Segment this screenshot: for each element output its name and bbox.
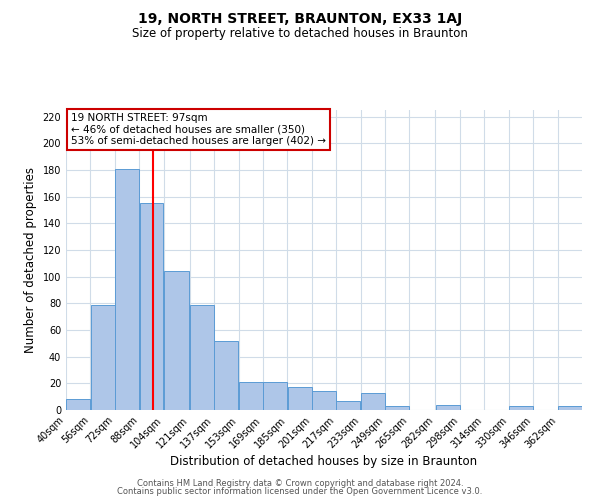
Bar: [190, 304, 214, 410]
Bar: [337, 400, 361, 410]
Text: Contains HM Land Registry data © Crown copyright and database right 2024.: Contains HM Land Registry data © Crown c…: [137, 478, 463, 488]
Bar: [239, 382, 263, 410]
Bar: [509, 406, 533, 410]
Bar: [558, 406, 582, 410]
X-axis label: Distribution of detached houses by size in Braunton: Distribution of detached houses by size …: [170, 456, 478, 468]
Bar: [263, 382, 287, 410]
Text: Contains public sector information licensed under the Open Government Licence v3: Contains public sector information licen…: [118, 487, 482, 496]
Y-axis label: Number of detached properties: Number of detached properties: [24, 167, 37, 353]
Bar: [91, 304, 115, 410]
Text: Size of property relative to detached houses in Braunton: Size of property relative to detached ho…: [132, 28, 468, 40]
Bar: [66, 400, 90, 410]
Text: 19 NORTH STREET: 97sqm
← 46% of detached houses are smaller (350)
53% of semi-de: 19 NORTH STREET: 97sqm ← 46% of detached…: [71, 113, 326, 146]
Bar: [436, 404, 460, 410]
Text: 19, NORTH STREET, BRAUNTON, EX33 1AJ: 19, NORTH STREET, BRAUNTON, EX33 1AJ: [138, 12, 462, 26]
Bar: [140, 204, 163, 410]
Bar: [164, 272, 190, 410]
Bar: [312, 392, 336, 410]
Bar: [385, 406, 409, 410]
Bar: [361, 392, 385, 410]
Bar: [115, 168, 139, 410]
Bar: [214, 340, 238, 410]
Bar: [287, 388, 311, 410]
